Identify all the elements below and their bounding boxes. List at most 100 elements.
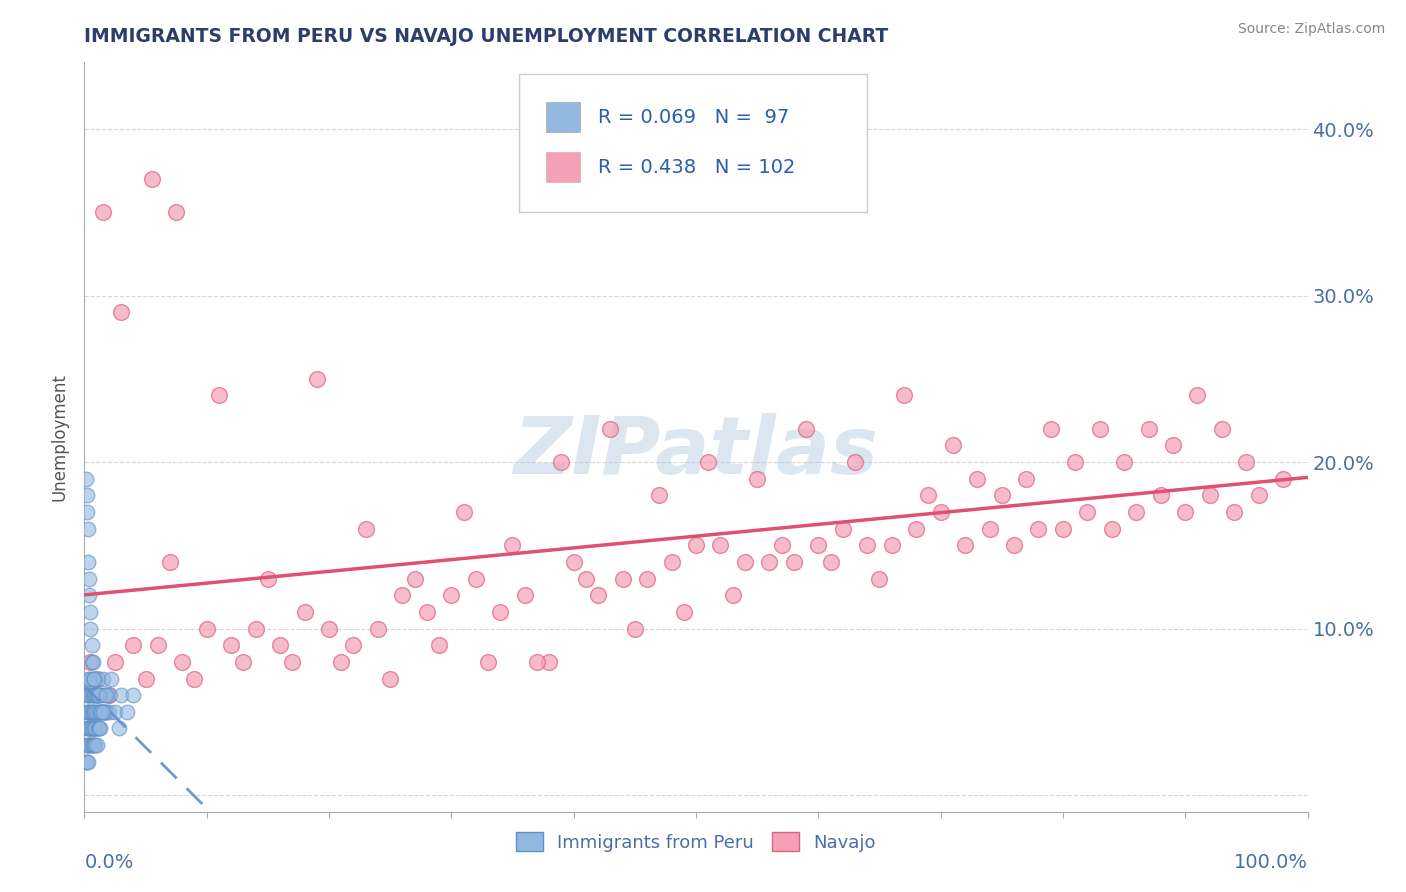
Point [79,622,101,636]
Point [87,688,110,702]
Point [87,722,110,736]
Point [747,472,769,486]
Point [90,705,112,719]
Point [1052,522,1074,536]
Point [794,422,817,436]
Point [1223,505,1246,519]
Text: ZIPatlas: ZIPatlas [513,413,879,491]
Point [612,572,634,586]
Point [91,205,114,219]
Point [721,588,744,602]
Point [75,722,97,736]
Point [636,572,658,586]
Point [599,422,621,436]
Point [269,638,291,652]
Point [624,622,647,636]
Point [86,738,108,752]
Point [83,722,105,736]
Point [77,688,100,702]
Point [141,172,163,186]
Point [79,738,101,752]
Point [90,688,112,702]
Point [83,688,105,702]
Point [86,672,108,686]
Point [84,688,107,702]
Point [89,705,111,719]
Point [87,705,110,719]
Point [685,538,707,552]
Point [96,688,118,702]
Text: 0.0%: 0.0% [84,853,134,872]
Point [82,722,104,736]
Point [440,588,463,602]
Point [538,655,561,669]
Point [79,672,101,686]
Point [294,605,316,619]
Point [1039,422,1062,436]
Point [586,588,609,602]
Point [76,688,98,702]
Point [75,755,97,769]
Point [76,755,98,769]
Point [1002,538,1025,552]
Y-axis label: Unemployment: Unemployment [51,373,69,501]
Point [79,705,101,719]
Point [391,588,413,602]
Point [464,572,486,586]
Point [87,722,110,736]
Point [1064,455,1087,469]
Point [991,488,1014,502]
Point [89,705,111,719]
Point [82,672,104,686]
Point [77,722,100,736]
Point [79,722,101,736]
Point [97,688,120,702]
Point [77,705,100,719]
Point [1076,505,1098,519]
Point [893,388,915,402]
Point [80,638,103,652]
Point [100,672,122,686]
Point [76,705,98,719]
Text: IMMIGRANTS FROM PERU VS NAVAJO UNEMPLOYMENT CORRELATION CHART: IMMIGRANTS FROM PERU VS NAVAJO UNEMPLOYM… [84,27,889,45]
Point [77,722,100,736]
Point [75,472,97,486]
FancyBboxPatch shape [519,74,868,212]
Point [380,672,402,686]
Point [82,738,104,752]
Point [697,455,720,469]
Point [305,372,328,386]
Text: 100.0%: 100.0% [1233,853,1308,872]
Point [1125,505,1147,519]
Point [79,688,101,702]
Point [330,655,353,669]
Point [929,505,952,519]
Point [96,705,118,719]
Point [219,638,242,652]
Point [94,688,117,702]
Point [453,505,475,519]
Point [807,538,830,552]
Point [104,705,127,719]
Text: R = 0.069   N =  97: R = 0.069 N = 97 [598,108,789,127]
Point [86,722,108,736]
Point [1272,472,1295,486]
Point [195,622,218,636]
Point [87,722,110,736]
Point [281,655,304,669]
Point [783,555,806,569]
Point [122,638,145,652]
Point [80,738,103,752]
Point [208,388,231,402]
Point [104,655,127,669]
Point [502,538,524,552]
Point [84,688,107,702]
Point [966,472,988,486]
Point [427,638,450,652]
Point [734,555,756,569]
Point [86,705,108,719]
Point [709,538,731,552]
Point [1114,455,1136,469]
Point [245,622,267,636]
Point [1161,438,1184,452]
